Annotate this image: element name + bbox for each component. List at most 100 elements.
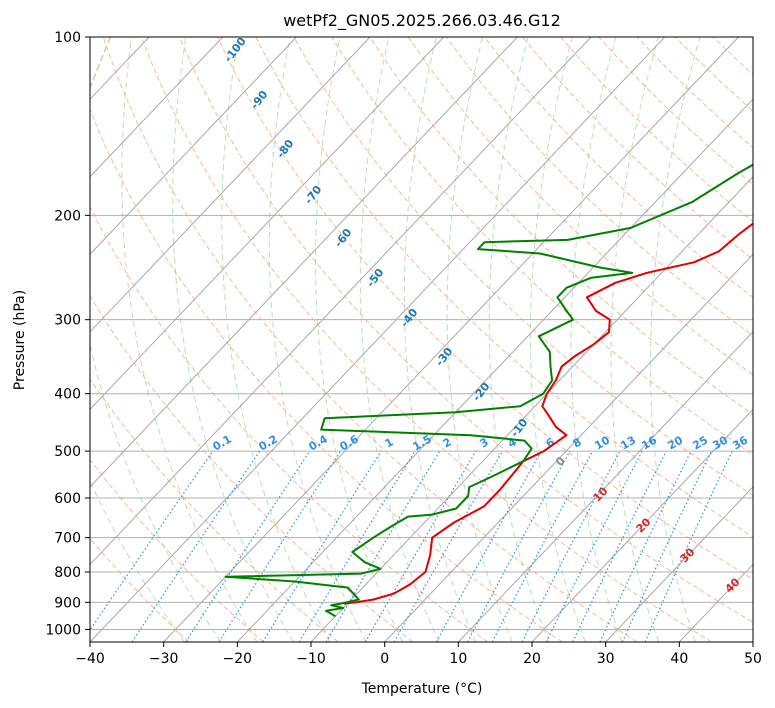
x-axis-ticks: −40 −30 −20 −10 0 10 20 30 40 50: [75, 642, 762, 667]
mixing-ratio-label: 8: [571, 435, 584, 450]
x-tick-label: −30: [149, 651, 179, 667]
isotherm-line: [752, 641, 753, 642]
dry-adiabat-line: [560, 37, 753, 223]
y-tick-label: 1000: [45, 622, 81, 638]
mixing-ratio-label: 13: [618, 434, 638, 453]
isotherm-label: -80: [274, 137, 297, 161]
y-tick-label: 900: [54, 595, 81, 611]
isotherm-line: [236, 98, 753, 642]
x-axis-label: Temperature (°C): [361, 681, 483, 697]
dry-adiabat-line: [90, 205, 488, 642]
isotherm-line: [605, 486, 753, 642]
y-tick-label: 500: [54, 444, 81, 460]
isotherm-line: [90, 37, 224, 178]
plot-frame: [89, 36, 754, 643]
x-tick-label: 40: [670, 651, 688, 667]
y-axis-label: Pressure (hPa): [12, 290, 28, 390]
y-tick-label: 400: [54, 387, 81, 403]
isotherm-line: [90, 37, 445, 411]
mixing-ratio-line: [364, 450, 477, 642]
temperature-profile-line: [343, 222, 753, 605]
x-tick-label: 0: [380, 651, 389, 667]
mixing-ratio-line: [435, 450, 542, 642]
isotherm-line: [90, 37, 297, 256]
dry-adiabat-line: [217, 37, 753, 580]
y-tick-label: 600: [54, 491, 81, 507]
isotherm-label: -100: [222, 35, 249, 65]
y-axis-ticks: 100 200 300 400 500 600 700 800 900 1000: [45, 30, 90, 638]
moist-adiabat-line: [488, 37, 550, 642]
isotherm-line: [531, 408, 753, 642]
background-lines: [0, 37, 753, 642]
dry-adiabat-line: [522, 37, 753, 260]
y-tick-label: 100: [54, 30, 81, 46]
mixing-ratio-line: [521, 450, 621, 642]
chart-title: wetPf2_GN05.2025.266.03.46.G12: [283, 11, 561, 31]
moist-adiabat-line: [315, 37, 404, 642]
dry-adiabat-line: [484, 37, 753, 298]
profile-series: [224, 163, 753, 618]
mixing-ratio-label: 0.2: [257, 432, 280, 453]
isotherm-line: [384, 253, 753, 642]
mixing-ratio-line: [131, 450, 261, 642]
mixing-ratio-line: [298, 450, 416, 642]
mixing-ratio-line: [466, 450, 571, 642]
moist-adiabat-line: [360, 37, 440, 642]
mixing-ratio-label: 1: [383, 435, 396, 450]
moist-adiabat-line: [90, 479, 186, 642]
isotherm-label: -40: [398, 306, 421, 330]
y-tick-label: 700: [54, 531, 81, 547]
isotherm-label: -30: [433, 345, 456, 369]
dry-adiabat-line: [178, 37, 753, 623]
mixing-ratio-line: [262, 450, 382, 642]
isotherm-line: [90, 37, 666, 642]
isotherm-line: [0, 37, 2, 642]
x-tick-label: −20: [223, 651, 253, 667]
dry-adiabat-line: [90, 378, 339, 642]
dry-adiabat-line: [751, 37, 753, 40]
moist-adiabat-line: [570, 37, 623, 642]
mixing-ratio-line: [185, 450, 311, 642]
moist-adiabat-line: [446, 37, 513, 642]
dewpoint-profile-line: [224, 163, 753, 618]
mixing-ratio-label: 20: [665, 433, 685, 452]
mixing-ratio-label: 16: [639, 433, 659, 452]
mixing-ratio-label: 10: [592, 433, 612, 452]
isotherm-line: [163, 37, 739, 642]
moist-adiabat-line: [529, 37, 586, 642]
mixing-ratio-label: 0.4: [307, 432, 331, 453]
dry-adiabat-line: [90, 537, 190, 642]
mixing-ratio-line: [545, 450, 643, 642]
dry-adiabat-line: [293, 37, 753, 496]
mixing-ratio-label: 0.1: [211, 432, 234, 453]
isotherm-label: -90: [248, 88, 271, 112]
dry-adiabat-line: [90, 108, 563, 642]
dry-adiabat-line: [102, 37, 638, 642]
mixing-ratio-label: 25: [690, 434, 710, 453]
mixing-ratio-line: [393, 450, 504, 642]
dry-adiabat-line: [712, 37, 753, 76]
moist-adiabat-line: [90, 342, 222, 642]
isotherm-labels: -100-90-80-70-60-50-40-30-20-10: [222, 35, 531, 440]
isotherm-line: [90, 37, 371, 333]
x-tick-label: −10: [296, 651, 326, 667]
wet-bulb-label: 10: [591, 484, 611, 504]
mixing-ratio-line: [218, 450, 342, 642]
y-tick-label: 200: [54, 208, 81, 224]
moist-adiabat-line: [403, 37, 477, 642]
mixing-ratio-label: 1.5: [411, 432, 434, 453]
x-tick-label: −40: [75, 651, 105, 667]
isotherm-label: -50: [364, 266, 387, 290]
isotherm-line: [457, 331, 753, 642]
dry-adiabat-line: [140, 37, 712, 642]
mixing-ratio-label: 36: [730, 433, 750, 452]
mixing-ratio-line: [572, 450, 667, 642]
dry-adiabat-line: [407, 37, 753, 376]
moist-adiabat-line: [121, 37, 258, 642]
x-tick-label: 20: [523, 651, 541, 667]
x-tick-label: 50: [744, 651, 762, 667]
dry-adiabat-line: [636, 37, 753, 149]
x-tick-label: 30: [597, 651, 615, 667]
